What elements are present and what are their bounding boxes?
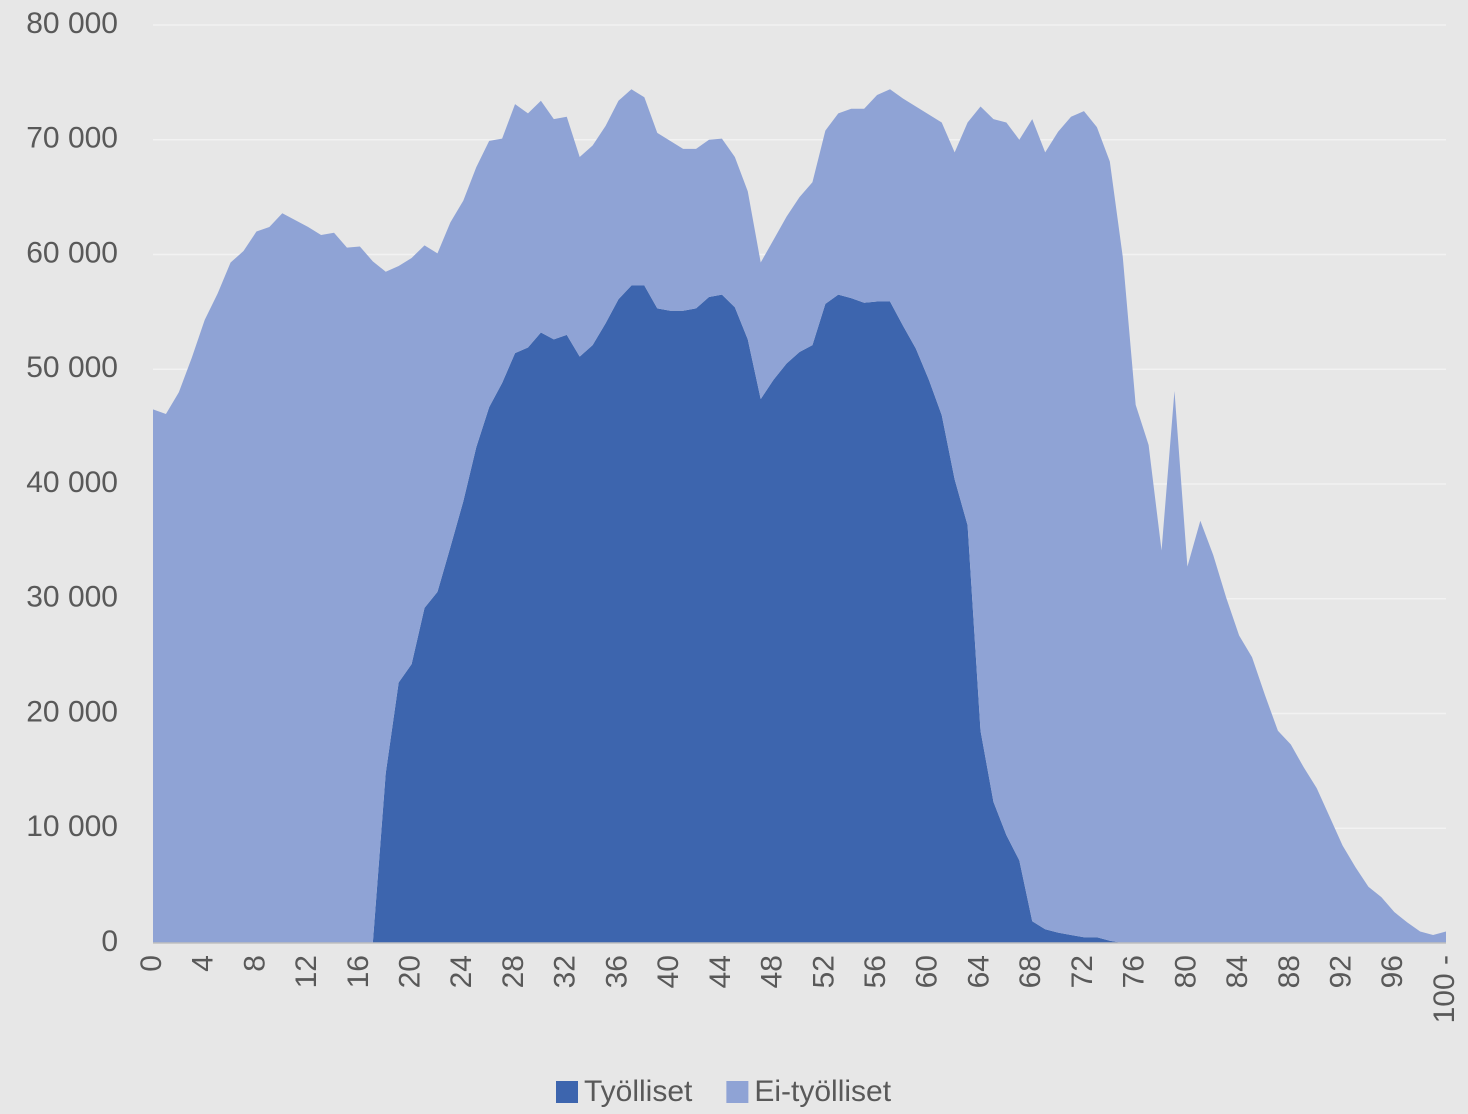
y-tick-label: 80 000 [26, 7, 118, 40]
x-tick-label: 96 [1376, 955, 1409, 988]
x-tick-label: 92 [1324, 955, 1357, 988]
y-tick-label: 10 000 [26, 810, 118, 843]
y-tick-label: 70 000 [26, 122, 118, 155]
x-tick-label: 20 [394, 955, 427, 988]
x-tick-label: 88 [1273, 955, 1306, 988]
x-tick-label: 100 - [1428, 955, 1461, 1023]
x-tick-label: 76 [1118, 955, 1151, 988]
x-tick-label: 40 [652, 955, 685, 988]
x-tick-label: 16 [342, 955, 375, 988]
legend-swatch [726, 1081, 749, 1103]
x-tick-label: 44 [704, 955, 737, 988]
x-tick-label: 60 [911, 955, 944, 988]
x-tick-label: 72 [1066, 955, 1099, 988]
y-tick-label: 0 [101, 925, 118, 958]
y-tick-label: 20 000 [26, 695, 118, 728]
x-tick-label: 0 [135, 955, 168, 972]
x-tick-label: 4 [187, 955, 220, 972]
x-tick-label: 84 [1221, 955, 1254, 988]
x-tick-label: 48 [756, 955, 789, 988]
x-tick-label: 28 [497, 955, 530, 988]
legend-label: Työlliset [584, 1075, 693, 1108]
y-tick-label: 30 000 [26, 581, 118, 614]
legend-label: Ei-työlliset [754, 1075, 891, 1108]
x-tick-label: 32 [549, 955, 582, 988]
x-tick-label: 68 [1014, 955, 1047, 988]
x-tick-label: 52 [807, 955, 840, 988]
legend-swatch [556, 1081, 578, 1103]
x-tick-label: 36 [600, 955, 633, 988]
area [153, 89, 1446, 943]
x-tick-label: 24 [445, 955, 478, 988]
area [153, 285, 1446, 943]
y-tick-label: 40 000 [26, 466, 118, 499]
x-tick-label: 8 [238, 955, 271, 972]
y-tick-label: 50 000 [26, 351, 118, 384]
x-tick-label: 12 [290, 955, 323, 988]
x-tick-label: 56 [859, 955, 892, 988]
y-tick-label: 60 000 [26, 236, 118, 269]
x-tick-label: 80 [1169, 955, 1202, 988]
x-tick-label: 64 [962, 955, 995, 988]
